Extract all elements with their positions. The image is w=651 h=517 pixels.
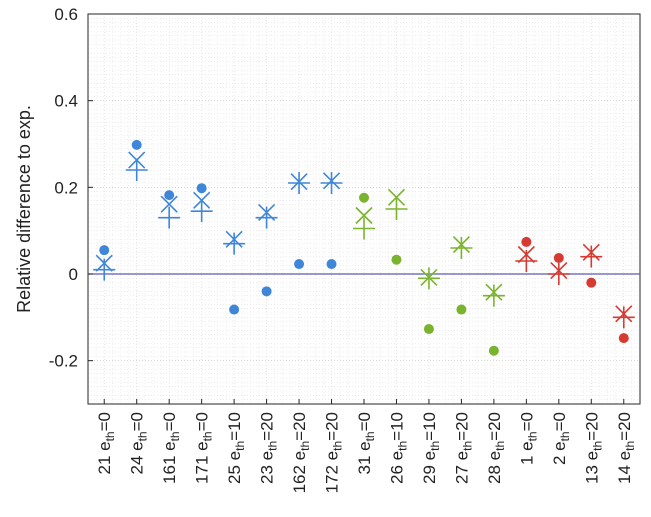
data-point-dot (326, 259, 337, 270)
x-tick-label: 162 eth=20 (290, 412, 312, 493)
y-axis-ticks: 0.6 0.4 0.2 0 -0.2 (49, 5, 93, 371)
data-point-plus (255, 206, 278, 229)
y-tick-label: 0 (69, 265, 78, 284)
data-point-dot (294, 259, 305, 270)
data-point-plus (158, 206, 181, 229)
x-axis-ticks: 21 eth=0 24 eth=0 161 eth=0 171 eth=0 25 eth… (95, 399, 637, 493)
data-point-dot (131, 139, 142, 150)
data-point-dot (391, 254, 402, 265)
data-point-cross (355, 206, 373, 225)
grid (87, 13, 641, 405)
x-tick-label: 31 eth=0 (355, 412, 377, 475)
x-tick-label: 25 eth=10 (225, 412, 247, 484)
y-axis-label: Relative difference to exp. (14, 105, 34, 313)
x-tick-label: 171 eth=0 (193, 412, 215, 484)
data-marks (93, 139, 635, 356)
data-point-dot (261, 286, 272, 297)
data-point-plus (450, 237, 473, 259)
data-point-plus (612, 306, 635, 329)
data-point-dot (196, 183, 207, 194)
x-tick-label: 13 eth=20 (582, 412, 604, 484)
data-point-dot (99, 245, 110, 256)
data-point-plus (417, 267, 440, 290)
x-tick-label: 172 eth=20 (323, 412, 345, 493)
data-point-dot (586, 277, 597, 288)
x-tick-label: 23 eth=20 (258, 412, 280, 484)
x-tick-label: 161 eth=0 (160, 412, 182, 484)
x-tick-label: 21 eth=0 (95, 412, 117, 475)
data-point-dot (553, 252, 564, 263)
data-point-dot (456, 304, 467, 315)
data-point-plus (515, 250, 538, 272)
y-tick-label: -0.2 (49, 352, 78, 371)
data-point-plus (482, 284, 505, 307)
x-tick-label: 2 eth=0 (550, 412, 572, 465)
data-point-plus (320, 172, 343, 194)
y-tick-label: 0.6 (54, 5, 78, 24)
data-point-dot (521, 236, 532, 247)
y-tick-label: 0.4 (54, 92, 78, 111)
x-tick-label: 29 eth=10 (420, 412, 442, 484)
data-point-dot (618, 333, 629, 344)
data-point-plus (93, 258, 116, 281)
data-point-dot (229, 304, 240, 315)
data-point-cross (160, 195, 178, 213)
data-point-plus (288, 172, 311, 194)
data-point-plus (580, 245, 603, 268)
x-tick-label: 1 eth=0 (517, 412, 539, 465)
data-point-cross (387, 188, 406, 206)
data-point-dot (359, 192, 369, 203)
data-point-plus (385, 198, 408, 220)
x-tick-label: 27 eth=20 (452, 412, 474, 484)
data-point-plus (190, 200, 213, 223)
x-tick-label: 26 eth=10 (387, 412, 409, 484)
data-point-plus (125, 159, 148, 181)
data-point-dot (488, 345, 499, 356)
data-point-plus (547, 263, 570, 285)
y-tick-label: 0.2 (54, 178, 78, 197)
data-point-plus (223, 232, 246, 255)
x-tick-label: 24 eth=0 (128, 412, 150, 475)
x-tick-label: 14 eth=20 (615, 412, 637, 484)
data-point-plus (353, 217, 375, 240)
data-point-dot (423, 324, 434, 335)
x-tick-label: 28 eth=20 (485, 412, 507, 484)
data-point-dot (164, 190, 175, 201)
